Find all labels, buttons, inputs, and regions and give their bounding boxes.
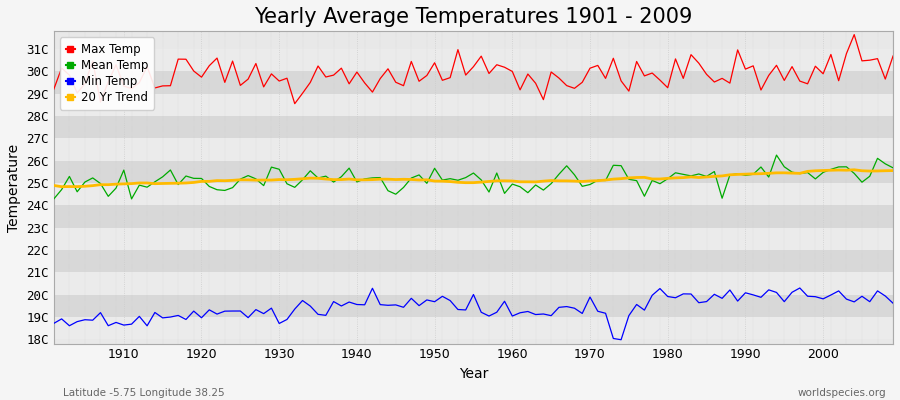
Text: Latitude -5.75 Longitude 38.25: Latitude -5.75 Longitude 38.25 xyxy=(63,388,225,398)
Bar xyxy=(54,272,893,294)
Bar xyxy=(54,94,893,116)
Legend: Max Temp, Mean Temp, Min Temp, 20 Yr Trend: Max Temp, Mean Temp, Min Temp, 20 Yr Tre… xyxy=(59,37,154,110)
Bar xyxy=(54,183,893,205)
Bar xyxy=(54,228,893,250)
Bar xyxy=(54,294,893,317)
Bar xyxy=(54,49,893,72)
Bar xyxy=(54,72,893,94)
Bar xyxy=(54,205,893,228)
Bar xyxy=(54,161,893,183)
Bar xyxy=(54,317,893,339)
Title: Yearly Average Temperatures 1901 - 2009: Yearly Average Temperatures 1901 - 2009 xyxy=(255,7,693,27)
Text: worldspecies.org: worldspecies.org xyxy=(798,388,886,398)
Bar xyxy=(54,138,893,161)
Bar xyxy=(54,116,893,138)
Y-axis label: Temperature: Temperature xyxy=(7,143,21,232)
Bar xyxy=(54,250,893,272)
X-axis label: Year: Year xyxy=(459,367,488,381)
